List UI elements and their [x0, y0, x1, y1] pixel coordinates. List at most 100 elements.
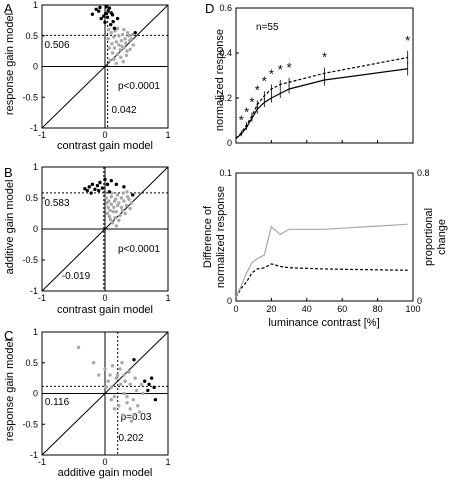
- panel-b-p-value: p<0.0001: [118, 244, 160, 255]
- data-point: [109, 202, 114, 206]
- data-point: [115, 193, 120, 197]
- data-point: [107, 214, 112, 219]
- data-point: [109, 178, 114, 183]
- significance-star: *: [239, 113, 244, 128]
- data-point: [123, 37, 127, 41]
- data-point: [131, 193, 135, 197]
- data-point: [112, 46, 117, 50]
- panel-a-ref-x: 0.042: [111, 105, 136, 116]
- data-point: [122, 199, 126, 203]
- significance-star: *: [244, 104, 249, 119]
- data-point: [91, 361, 96, 365]
- data-point: [106, 9, 110, 13]
- data-point: [100, 186, 105, 190]
- data-point: [110, 51, 115, 55]
- data-point: [122, 27, 126, 32]
- data-point: [122, 373, 126, 377]
- d-bottom-ylabel-right-line1: proportional: [423, 208, 435, 266]
- data-point: [112, 57, 116, 61]
- data-point: [123, 379, 127, 383]
- data-point: [114, 182, 119, 187]
- panel-label-d: D: [205, 1, 214, 16]
- significance-star: *: [405, 33, 410, 48]
- plot-frame: [235, 172, 414, 302]
- panel-b-ref-y: 0.583: [44, 198, 69, 209]
- data-point: [146, 388, 150, 393]
- y-tick-label: -0.5: [22, 419, 38, 429]
- data-point: [120, 44, 124, 48]
- data-point: [127, 34, 131, 38]
- data-point: [110, 42, 114, 46]
- data-point: [122, 185, 126, 189]
- data-point: [106, 205, 110, 209]
- data-point: [90, 182, 95, 187]
- series-line-dashed: [235, 56, 408, 139]
- y-tick-label: -1: [30, 450, 38, 460]
- data-point: [119, 205, 124, 209]
- d-bottom-xlabel: luminance contrast [%]: [268, 317, 379, 329]
- panel-b-ylabel: additive gain model: [4, 180, 16, 275]
- data-point: [105, 182, 110, 187]
- data-point: [120, 361, 124, 365]
- data-point: [111, 209, 115, 214]
- panel-c-ref-x: 0.202: [118, 433, 143, 444]
- data-point: [128, 206, 132, 211]
- y-tick-label: 0.6: [219, 3, 232, 13]
- y-tick-label: -1: [30, 123, 38, 133]
- data-point: [120, 208, 125, 213]
- y-tick-label: 0: [33, 224, 38, 234]
- data-point: [115, 373, 120, 377]
- data-point: [128, 47, 132, 51]
- panel-a-p-value: p<0.0001: [118, 81, 160, 92]
- data-point: [103, 20, 107, 24]
- data-point: [128, 407, 132, 411]
- y-tick-label: -1: [30, 286, 38, 296]
- data-point: [139, 382, 144, 386]
- data-point: [117, 404, 121, 408]
- data-point: [125, 30, 130, 35]
- data-point: [107, 6, 112, 10]
- panel-c-ylabel: response gain model: [4, 339, 16, 441]
- data-point: [108, 22, 113, 27]
- x-tick-label: 1: [165, 293, 170, 303]
- y-tick-label: 0.5: [25, 358, 38, 368]
- x-tick-label: 60: [337, 304, 347, 314]
- significance-star: *: [249, 95, 254, 110]
- data-point: [153, 397, 158, 402]
- scatter-panel-a: response gain model contrast gain model …: [4, 0, 171, 152]
- plot-frame: [235, 7, 414, 144]
- panel-b-ref-x: -0.019: [62, 271, 91, 282]
- data-point: [132, 357, 136, 362]
- data-point: [97, 9, 101, 13]
- significance-star: *: [322, 50, 327, 65]
- data-point: [76, 345, 81, 350]
- data-point: [87, 185, 91, 189]
- y-tick-label: 0: [227, 138, 232, 148]
- data-point: [112, 394, 117, 399]
- data-point: [113, 216, 117, 220]
- data-point: [104, 196, 108, 200]
- data-point: [142, 379, 147, 383]
- data-point: [107, 190, 112, 194]
- data-point: [119, 55, 123, 59]
- data-point: [109, 195, 114, 199]
- data-point: [129, 201, 134, 205]
- x-tick-label: 20: [266, 304, 276, 314]
- data-point: [125, 195, 130, 199]
- data-point: [131, 32, 135, 37]
- data-point: [108, 208, 112, 213]
- data-point: [110, 221, 115, 225]
- y-tick-label: 0: [33, 389, 38, 399]
- significance-star: *: [269, 67, 274, 82]
- y-tick-label: 0.5: [25, 31, 38, 41]
- data-point: [118, 48, 122, 52]
- data-point: [108, 373, 112, 377]
- panel-c-p-value: p=0.03: [121, 412, 152, 423]
- data-point: [124, 203, 129, 208]
- panel-a-ref-y: 0.506: [44, 40, 69, 51]
- data-point: [83, 187, 87, 191]
- data-point: [119, 382, 123, 386]
- data-point: [137, 410, 142, 414]
- data-point: [110, 191, 114, 195]
